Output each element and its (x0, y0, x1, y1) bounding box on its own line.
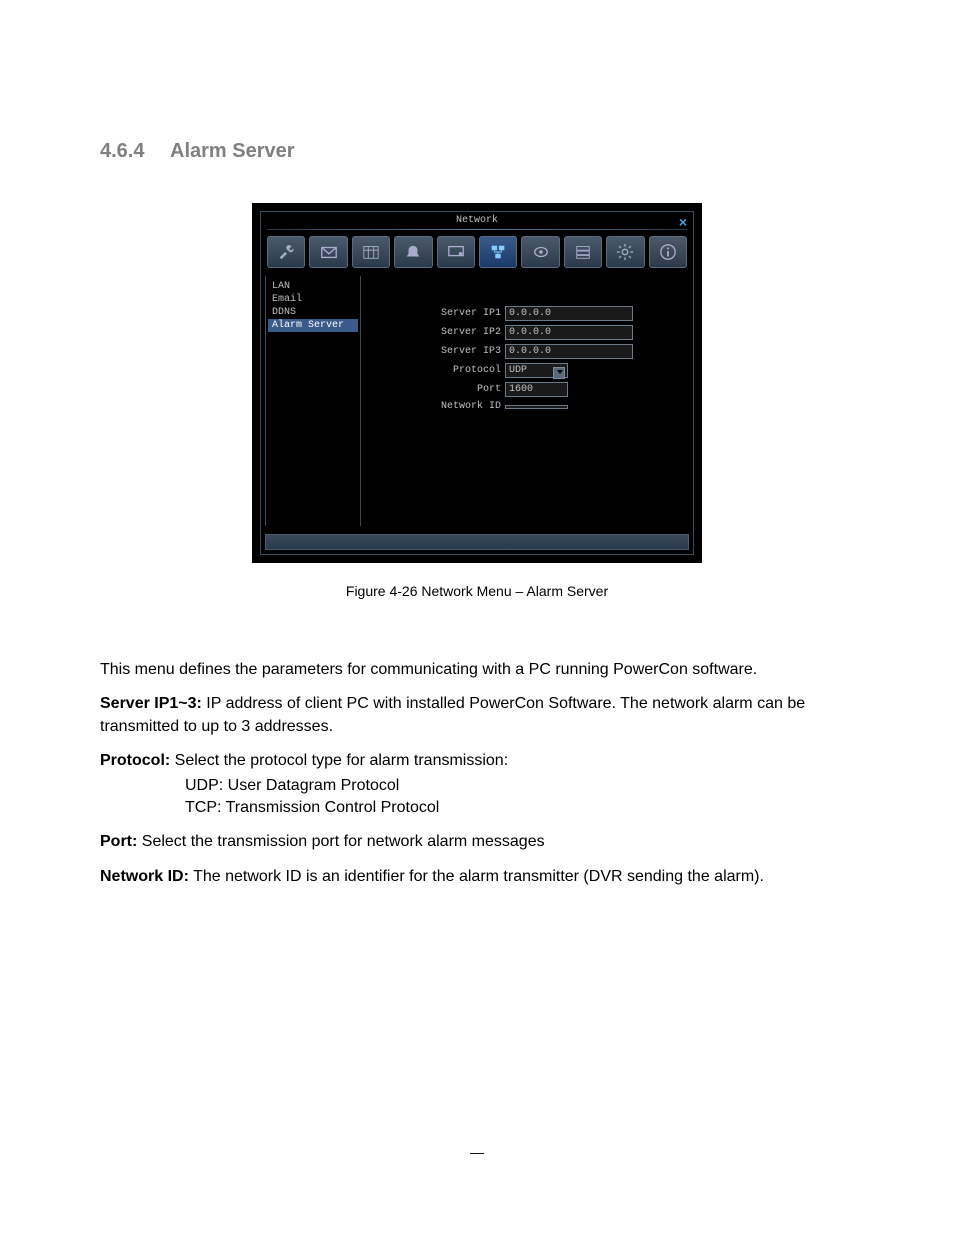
server-ip-text: IP address of client PC with installed P… (100, 695, 805, 734)
network-id-label: Network ID (371, 401, 505, 412)
server-ip-bold: Server IP1~3: (100, 695, 202, 712)
intro-paragraph: This menu defines the parameters for com… (100, 659, 854, 681)
server-ip3-input[interactable]: 0.0.0.0 (505, 344, 633, 359)
section-title: Alarm Server (170, 140, 295, 162)
network-id-input[interactable] (505, 405, 568, 409)
sidebar-item-ddns[interactable]: DDNS (268, 306, 358, 319)
info-icon[interactable] (649, 236, 687, 268)
protocol-text: Select the protocol type for alarm trans… (170, 752, 508, 769)
tools-icon[interactable] (267, 236, 305, 268)
protocol-tcp-line: TCP: Transmission Control Protocol (100, 797, 854, 819)
figure-caption: Figure 4-26 Network Menu – Alarm Server (100, 583, 854, 599)
protocol-value: UDP (509, 365, 527, 376)
bottom-bar (265, 534, 689, 550)
protocol-paragraph: Protocol: Select the protocol type for a… (100, 750, 854, 772)
port-label: Port (371, 384, 505, 395)
display-icon[interactable] (437, 236, 475, 268)
sidebar: LANEmailDDNSAlarm Server (265, 276, 361, 526)
mail-icon[interactable] (309, 236, 347, 268)
port-paragraph: Port: Select the transmission port for n… (100, 831, 854, 853)
protocol-select[interactable]: UDP (505, 363, 568, 378)
server-ip3-label: Server IP3 (371, 346, 505, 357)
section-number: 4.6.4 (100, 140, 170, 163)
server-ip-paragraph: Server IP1~3: IP address of client PC wi… (100, 693, 854, 738)
dvr-window: × Network LANEmailDDNSAlarm Server Serve… (252, 203, 702, 563)
body-text: This menu defines the parameters for com… (100, 659, 854, 888)
port-text: Select the transmission port for network… (137, 833, 544, 850)
protocol-label: Protocol (371, 365, 505, 376)
window-title: Network (261, 212, 693, 226)
network-id-bold: Network ID: (100, 868, 189, 885)
port-bold: Port: (100, 833, 137, 850)
server-ip1-input[interactable]: 0.0.0.0 (505, 306, 633, 321)
server-ip1-label: Server IP1 (371, 308, 505, 319)
page-footer-dash: — (470, 1144, 484, 1160)
form-panel: Server IP1 0.0.0.0 Server IP2 0.0.0.0 Se… (361, 276, 693, 526)
section-heading: 4.6.4Alarm Server (100, 140, 854, 163)
sidebar-item-lan[interactable]: LAN (268, 280, 358, 293)
sidebar-item-alarm-server[interactable]: Alarm Server (268, 319, 358, 332)
server-ip2-label: Server IP2 (371, 327, 505, 338)
storage-icon[interactable] (564, 236, 602, 268)
protocol-udp-line: UDP: User Datagram Protocol (100, 775, 854, 797)
network-icon[interactable] (479, 236, 517, 268)
server-ip2-input[interactable]: 0.0.0.0 (505, 325, 633, 340)
sidebar-item-email[interactable]: Email (268, 293, 358, 306)
toolbar (261, 230, 693, 276)
screenshot-container: × Network LANEmailDDNSAlarm Server Serve… (100, 203, 854, 563)
network-id-text: The network ID is an identifier for the … (189, 868, 764, 885)
network-id-paragraph: Network ID: The network ID is an identif… (100, 866, 854, 888)
alarm-icon[interactable] (394, 236, 432, 268)
camera-icon[interactable] (521, 236, 559, 268)
calendar-icon[interactable] (352, 236, 390, 268)
close-icon[interactable]: × (679, 214, 687, 230)
port-input[interactable]: 1600 (505, 382, 568, 397)
chevron-down-icon (557, 370, 563, 374)
protocol-bold: Protocol: (100, 752, 170, 769)
settings-icon[interactable] (606, 236, 644, 268)
